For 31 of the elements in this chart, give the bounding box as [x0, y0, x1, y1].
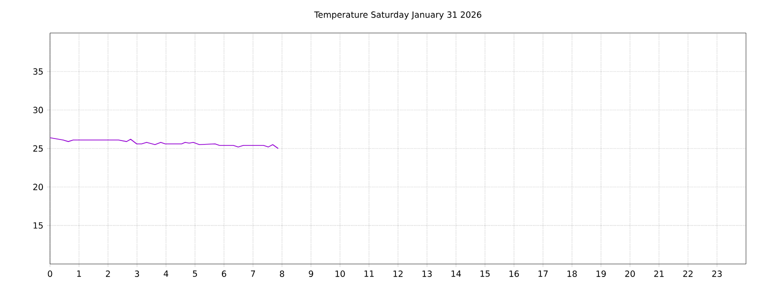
y-tick-label: 20: [33, 184, 43, 190]
x-tick-label: 13: [422, 270, 432, 277]
x-tick-label: 3: [134, 270, 140, 277]
x-tick-label: 6: [222, 270, 226, 277]
y-tick-label: 30: [33, 106, 43, 114]
chart-title: Temperature Saturday January 31 2026: [314, 11, 482, 20]
y-tick-label: 25: [33, 145, 43, 152]
x-tick-label: 19: [596, 270, 606, 277]
x-tick-label: 7: [250, 270, 255, 277]
x-tick-label: 23: [712, 270, 722, 277]
x-tick-label: 20: [625, 270, 635, 277]
x-tick-label: 18: [568, 270, 577, 277]
x-tick-label: 21: [654, 270, 664, 277]
x-tick-label: 8: [280, 270, 284, 277]
x-tick-label: 16: [510, 270, 519, 277]
x-tick-label: 4: [164, 270, 168, 277]
y-tick-label: 35: [33, 68, 43, 75]
x-tick-label: 2: [106, 270, 110, 277]
x-tick-label: 17: [538, 270, 548, 277]
x-tick-label: 15: [480, 270, 490, 277]
x-tick-label: 22: [683, 270, 693, 277]
x-tick-label: 5: [192, 270, 197, 277]
x-tick-label: 11: [364, 270, 374, 277]
x-tick-label: 10: [336, 270, 345, 277]
x-tick-label: 12: [394, 270, 403, 277]
x-tick-label: 1: [77, 270, 81, 277]
line-series: [50, 137, 279, 149]
y-tick-label: 15: [34, 222, 43, 229]
x-tick-label: 9: [308, 270, 314, 277]
x-tick-label: 0: [48, 270, 52, 277]
x-tick-label: 14: [452, 270, 461, 277]
